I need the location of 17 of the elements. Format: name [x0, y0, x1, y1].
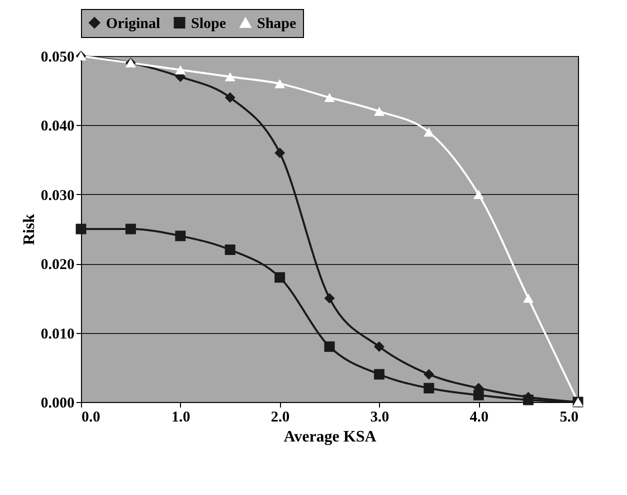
legend-label: Original — [106, 16, 160, 32]
y-tick-label: 0.010 — [40, 326, 74, 342]
x-tick-label: 2.0 — [270, 410, 290, 426]
x-tick-label: 0.0 — [82, 410, 100, 426]
y-axis-title: Risk — [20, 214, 38, 246]
y-tick-label: 0.000 — [40, 396, 74, 412]
y-tick-label: 0.050 — [40, 50, 74, 66]
x-tick-label: 5.0 — [560, 410, 578, 426]
legend-label: Shape — [257, 16, 297, 32]
x-tick-label: 4.0 — [470, 410, 488, 426]
x-axis-title: Average KSA — [284, 428, 377, 446]
legend-label: Slope — [191, 16, 226, 32]
y-tick-label: 0.030 — [40, 188, 74, 204]
x-tick-label: 3.0 — [370, 410, 390, 426]
x-tick-label: 1.0 — [172, 410, 190, 426]
y-tick-label: 0.020 — [40, 257, 74, 274]
y-tick-label: 0.040 — [40, 118, 74, 135]
